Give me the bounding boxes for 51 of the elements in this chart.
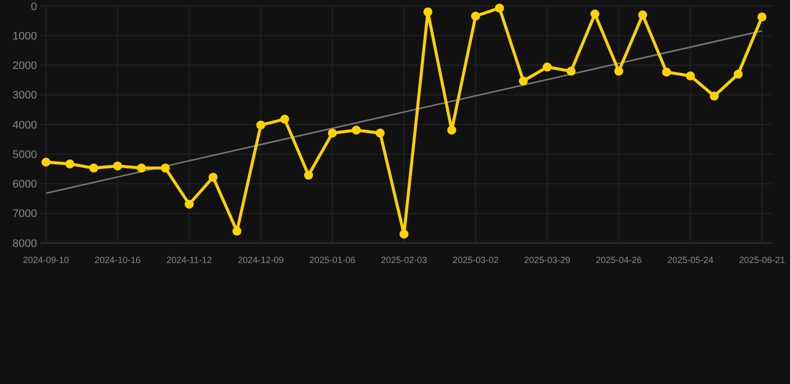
y-tick-label: 4000 bbox=[12, 119, 37, 132]
x-tick-label: 2025-05-24 bbox=[667, 255, 714, 265]
point bbox=[590, 10, 600, 18]
point bbox=[256, 120, 266, 130]
y-tick-label: 8000 bbox=[12, 238, 37, 250]
point bbox=[494, 4, 504, 13]
point bbox=[232, 226, 242, 236]
x-tick-label: 2025-04-26 bbox=[596, 255, 642, 265]
x-tick-label: 2024-11-12 bbox=[166, 255, 212, 265]
point bbox=[686, 71, 695, 80]
point bbox=[113, 161, 122, 170]
point bbox=[352, 126, 361, 135]
y-tick-label: 7000 bbox=[12, 208, 37, 220]
point bbox=[758, 12, 766, 22]
point bbox=[447, 126, 456, 135]
point bbox=[423, 7, 432, 16]
y-tick-label: 1000 bbox=[12, 30, 37, 42]
y-tick-label: 6000 bbox=[12, 178, 37, 191]
point bbox=[614, 66, 624, 76]
point bbox=[304, 170, 314, 180]
point bbox=[208, 172, 218, 182]
point bbox=[542, 62, 552, 72]
x-tick-label: 2024-10-16 bbox=[94, 255, 141, 265]
point bbox=[328, 128, 337, 138]
point bbox=[471, 12, 480, 21]
x-tick-label: 2025-03-02 bbox=[452, 255, 499, 265]
x-tick-label: 2025-01-06 bbox=[309, 255, 356, 265]
point bbox=[662, 68, 672, 77]
y-tick-label: 2000 bbox=[12, 60, 37, 72]
point bbox=[400, 230, 408, 239]
point bbox=[42, 158, 50, 167]
point bbox=[280, 114, 290, 124]
point bbox=[518, 76, 528, 86]
point bbox=[566, 66, 576, 76]
point bbox=[160, 164, 170, 173]
point bbox=[638, 10, 648, 20]
x-tick-label: 2024-09-10 bbox=[22, 255, 70, 265]
x-tick-label: 2025-06-21 bbox=[738, 255, 786, 265]
point bbox=[136, 164, 146, 173]
point bbox=[65, 159, 74, 168]
point bbox=[710, 92, 719, 101]
x-tick-label: 2025-03-29 bbox=[524, 255, 570, 265]
point bbox=[184, 200, 194, 209]
point bbox=[376, 128, 385, 138]
x-tick-label: 2025-02-03 bbox=[380, 255, 428, 265]
y-tick-label: 3000 bbox=[12, 90, 37, 102]
point bbox=[89, 164, 98, 173]
x-tick-label: 2024-12-09 bbox=[238, 255, 284, 265]
y-tick-label: 0 bbox=[30, 0, 37, 13]
point bbox=[734, 70, 743, 79]
y-tick-label: 5000 bbox=[12, 148, 37, 161]
